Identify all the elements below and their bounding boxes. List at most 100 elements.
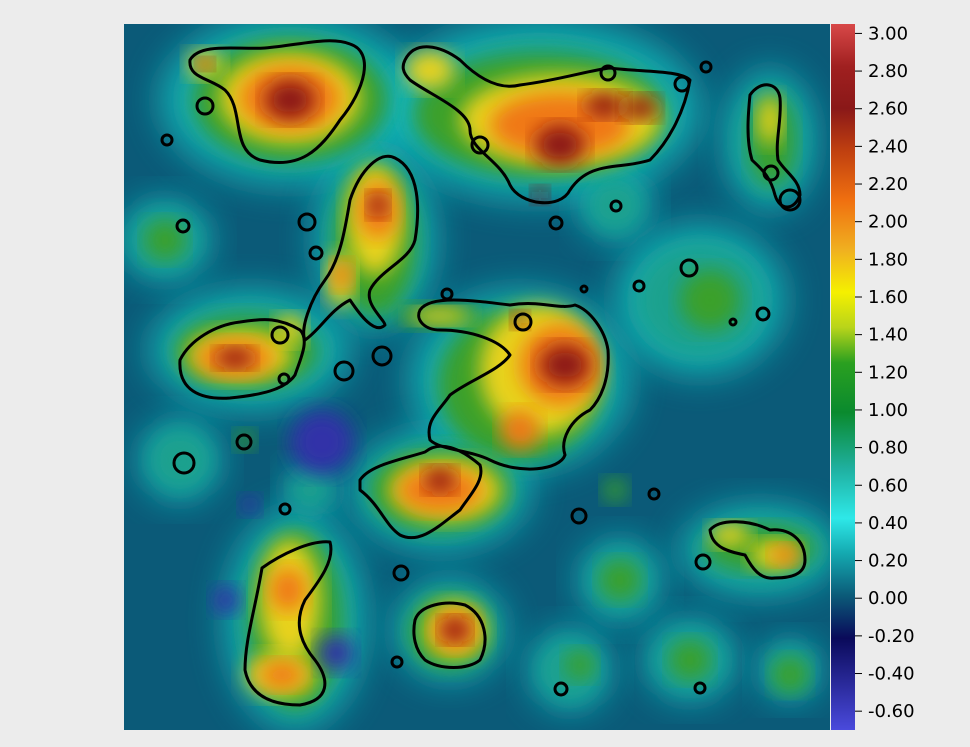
field-blob xyxy=(197,58,213,70)
colorbar-tick-label: 0.80 xyxy=(868,438,908,459)
contour-line xyxy=(358,444,483,540)
contour-ring xyxy=(160,133,174,147)
field-blob xyxy=(318,635,354,671)
field-blob xyxy=(603,478,627,502)
contour-ring xyxy=(693,681,707,695)
contour-line xyxy=(302,154,420,342)
colorbar-ticks: 3.00 2.80 2.60 2.40 2.20 2.00 1.80 1.60 1.40 1.20… xyxy=(855,23,915,722)
field-blob xyxy=(265,80,315,120)
field-blob xyxy=(758,95,782,145)
field-blob xyxy=(212,586,240,614)
contour-ring xyxy=(440,287,454,301)
contour-ring xyxy=(392,564,410,582)
field-blob xyxy=(368,193,388,217)
field-blob xyxy=(405,50,455,90)
contour-line xyxy=(401,45,692,205)
contour-ring xyxy=(609,199,623,213)
colorbar-tick-label: -0.20 xyxy=(868,626,915,647)
field-blob xyxy=(680,270,740,330)
contour-line xyxy=(188,39,366,165)
colorbar-tick-label: 1.60 xyxy=(868,287,908,308)
contour-ring xyxy=(333,360,355,382)
heatmap-field xyxy=(124,24,830,730)
colorbar-tick-label: 2.60 xyxy=(868,99,908,120)
colorbar-tick-label: 0.60 xyxy=(868,475,908,496)
field-blob xyxy=(441,618,469,642)
contour-ring xyxy=(553,681,569,697)
field-blob xyxy=(565,650,595,680)
colorbar-tick-label: 1.20 xyxy=(868,362,908,383)
field-blob xyxy=(588,178,642,232)
field-blob xyxy=(410,308,470,324)
contour-ring xyxy=(270,325,290,345)
colorbar-tick-label: 1.00 xyxy=(868,400,908,421)
contour-ring xyxy=(277,372,291,386)
field-blob xyxy=(425,468,455,492)
contour-ring xyxy=(679,258,699,278)
field-blob xyxy=(600,560,640,600)
contour-ring xyxy=(390,655,404,669)
contour-line xyxy=(412,601,487,669)
colorbar-tick-label: 2.20 xyxy=(868,174,908,195)
colorbar-tick-label: -0.60 xyxy=(868,701,915,722)
colorbar-tick-label: -0.40 xyxy=(868,664,915,685)
field-blob xyxy=(270,568,306,612)
contour-ring xyxy=(278,502,292,516)
contour-ring xyxy=(470,135,490,155)
field-layers xyxy=(124,24,830,730)
field-blob xyxy=(500,410,540,450)
field-blob xyxy=(771,545,799,565)
colorbar-tick-label: 2.00 xyxy=(868,212,908,233)
field-blob xyxy=(260,661,304,689)
contour-ring xyxy=(755,306,771,322)
contour-ring xyxy=(778,188,802,212)
contour-ring xyxy=(172,451,196,475)
contour-ring xyxy=(694,553,712,571)
contour-ring xyxy=(195,96,215,116)
contour-ring xyxy=(297,212,317,232)
contour-ring xyxy=(579,284,589,294)
contour-ring xyxy=(673,75,691,93)
contour-ring xyxy=(570,507,588,525)
colorbar-tick-label: 2.40 xyxy=(868,136,908,157)
contour-line xyxy=(708,520,807,580)
field-blob xyxy=(290,410,354,474)
field-blob xyxy=(622,96,658,120)
contour-ring xyxy=(762,164,780,182)
colorbar-tick-label: 0.40 xyxy=(868,513,908,534)
contour-line xyxy=(243,540,333,707)
contour-lines xyxy=(160,39,807,707)
contour-line xyxy=(417,298,610,471)
field-blob xyxy=(585,93,625,117)
field-blob xyxy=(710,523,750,547)
contour-ring xyxy=(371,345,393,367)
colorbar: 3.00 2.80 2.60 2.40 2.20 2.00 1.80 1.60 1.40 1.20… xyxy=(831,23,915,730)
contour-ring xyxy=(728,317,738,327)
colorbar-tick-label: 1.80 xyxy=(868,249,908,270)
colorbar-gradient xyxy=(831,24,855,730)
field-blob xyxy=(217,348,253,368)
field-blob xyxy=(332,261,352,289)
contour-ring xyxy=(175,218,191,234)
contour-ring xyxy=(513,312,533,332)
colorbar-tick-label: 0.00 xyxy=(868,588,908,609)
colorbar-tick-label: 1.40 xyxy=(868,325,908,346)
contour-ring xyxy=(632,279,646,293)
field-blob xyxy=(532,187,548,203)
field-blob xyxy=(291,471,329,509)
field-blob xyxy=(150,430,210,490)
colorbar-tick-label: 0.20 xyxy=(868,551,908,572)
field-blob xyxy=(540,345,590,385)
contour-ring xyxy=(548,215,564,231)
contour-ring xyxy=(699,60,713,74)
contour-ring xyxy=(308,245,324,261)
field-blob xyxy=(772,657,808,693)
field-blob xyxy=(145,220,185,260)
colorbar-tick-label: 2.80 xyxy=(868,61,908,82)
contour-ring xyxy=(599,64,617,82)
contour-line xyxy=(178,318,306,400)
colorbar-tick-label: 3.00 xyxy=(868,23,908,44)
contour-ring xyxy=(647,487,661,501)
field-blob xyxy=(670,640,710,680)
